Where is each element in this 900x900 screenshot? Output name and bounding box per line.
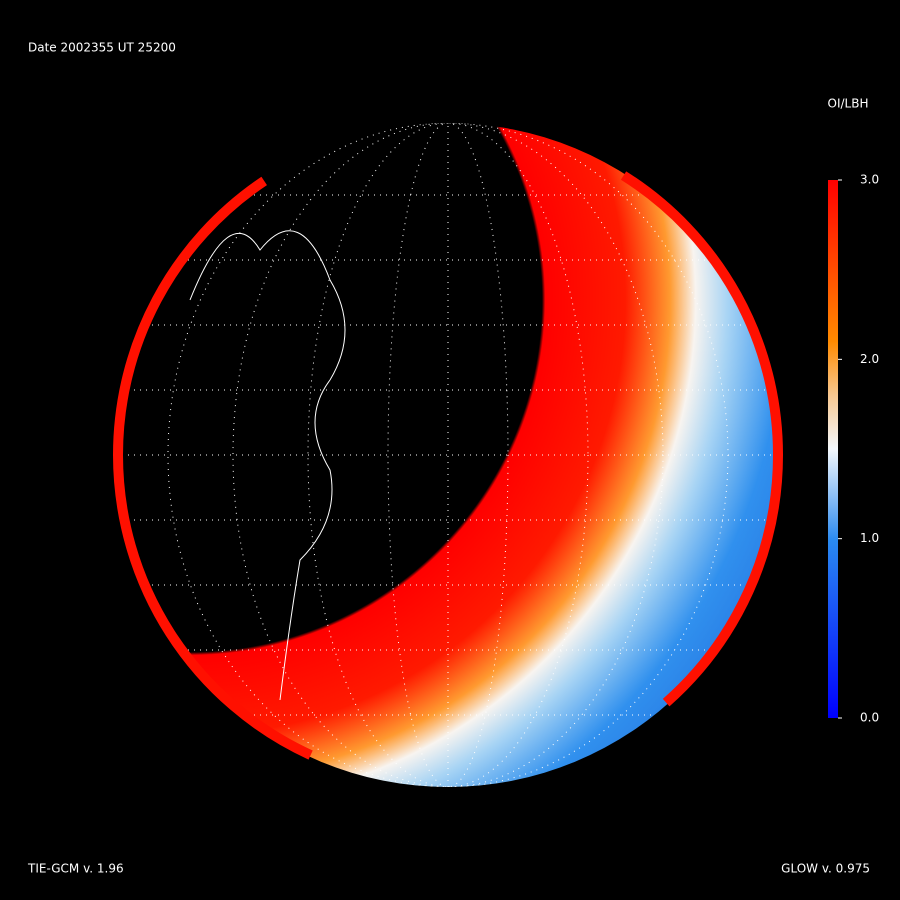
date-label: Date 2002355 UT 25200 <box>28 41 176 55</box>
colorbar-tick-label: 0.0 <box>860 711 879 725</box>
colorbar-tick-label: 2.0 <box>860 352 879 366</box>
glow-version: GLOW v. 0.975 <box>781 862 870 876</box>
colorbar-title: OI/LBH <box>828 97 869 111</box>
globe-fill <box>116 123 780 787</box>
graticule <box>116 123 780 787</box>
colorbar <box>828 180 838 718</box>
coastline <box>189 230 346 701</box>
colorbar-tick-label: 1.0 <box>860 531 879 545</box>
model-version: TIE-GCM v. 1.96 <box>27 862 124 876</box>
globe <box>113 120 783 790</box>
limb-glow <box>113 120 783 790</box>
colorbar-tick-label: 3.0 <box>860 173 879 187</box>
